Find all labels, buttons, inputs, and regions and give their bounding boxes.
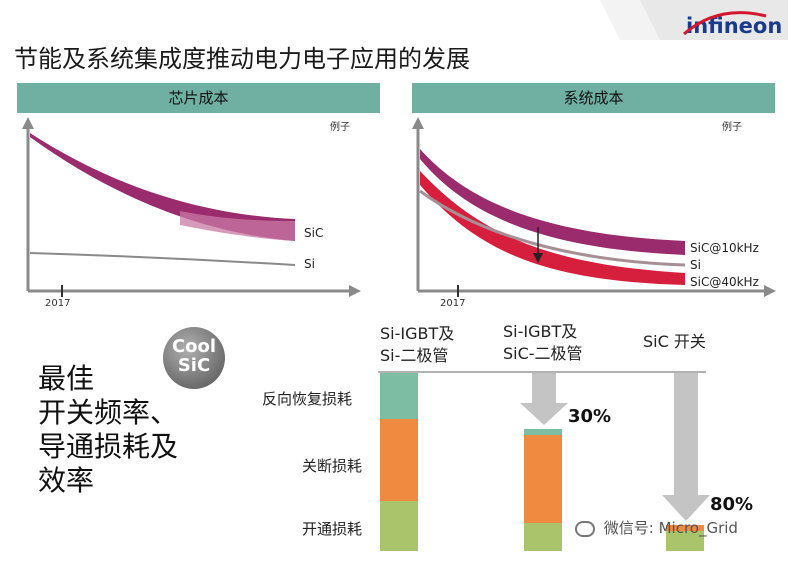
wechat-watermark: 微信号: Micro_Grid [575, 517, 738, 538]
reduction-30-label: 30% [568, 406, 612, 427]
bar3-off [666, 525, 704, 531]
column-head-1: Si-IGBT及 Si-二极管 [380, 324, 455, 365]
bar2-on [524, 523, 562, 551]
si-curve-left [29, 252, 296, 266]
bar2-off [524, 435, 562, 523]
wechat-icon [575, 520, 595, 537]
row-label-on: 开通损耗 [302, 520, 363, 538]
year-label-left: 2017 [45, 298, 71, 309]
system-cost-header: 系统成本 [412, 83, 775, 113]
example-label-right: 例子 [722, 122, 742, 133]
chip-cost-header: 芯片成本 [17, 83, 380, 113]
bar1-on [380, 501, 418, 551]
sic10-curve [420, 149, 685, 255]
reduction-arrow-3 [662, 373, 710, 521]
infineon-logo: infineon [683, 11, 782, 38]
sic40-label: SiC@40kHz [690, 275, 759, 289]
year-label-right: 2017 [440, 298, 466, 309]
sic10-label: SiC@10kHz [690, 241, 759, 255]
si-label-left: Si [304, 257, 315, 271]
example-label-left: 例子 [330, 122, 350, 133]
loss-bar-chart [378, 371, 710, 551]
sic-label-left: SiC [304, 226, 324, 240]
row-label-off: 关断损耗 [302, 457, 363, 475]
si-label-right: Si [690, 258, 701, 272]
bar2-reverse [524, 429, 562, 435]
system-cost-chart [412, 117, 776, 297]
page-title: 节能及系统集成度推动电力电子应用的发展 [14, 45, 470, 73]
si-curve-right [419, 189, 686, 267]
logo-arc-icon [683, 11, 767, 36]
sic-curve-left [30, 133, 295, 241]
reduction-arrow-2 [520, 373, 568, 425]
column-head-3: SiC 开关 [643, 332, 706, 351]
coolsic-logo: Cool SiC [163, 327, 225, 389]
reduction-80-label: 80% [710, 494, 754, 515]
header-swoosh [600, 0, 788, 40]
row-label-reverse: 反向恢复损耗 [262, 390, 353, 408]
sic40-curve [420, 171, 685, 285]
bar3-on [666, 531, 704, 551]
chip-cost-chart [22, 117, 361, 297]
column-head-2: Si-IGBT及 SiC-二极管 [503, 322, 583, 363]
best-text: 最佳 开关频率、 导通损耗及 效率 [38, 362, 179, 497]
bar1-reverse [380, 373, 418, 419]
bar1-off [380, 419, 418, 501]
